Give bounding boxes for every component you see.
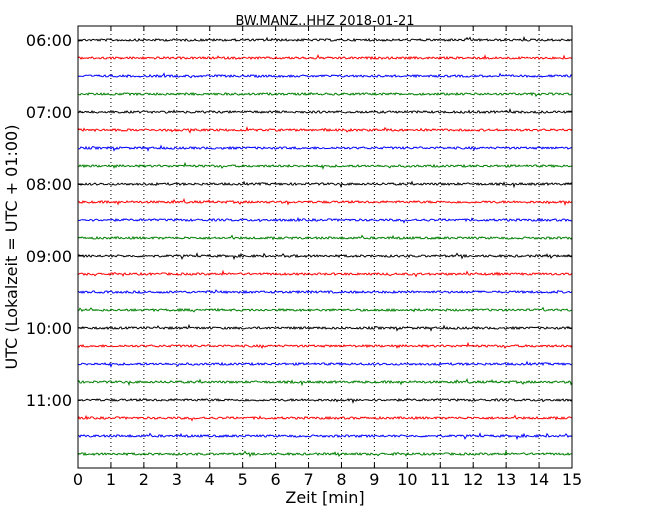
x-tick-label: 10 [397, 470, 417, 489]
trace-0715 [77, 126, 573, 134]
x-tick-label: 7 [303, 470, 313, 489]
trace-1115 [77, 414, 573, 422]
trace-0845 [77, 234, 573, 241]
trace-0615 [77, 54, 573, 61]
x-tick-label: 4 [205, 470, 215, 489]
trace-0800 [77, 180, 573, 189]
x-tick-label: 9 [369, 470, 379, 489]
y-axis-label: UTC (Lokalzeit = UTC + 01:00) [2, 125, 21, 370]
trace-0830 [77, 216, 573, 224]
trace-0700 [77, 107, 573, 115]
x-tick-label: 5 [238, 470, 248, 489]
trace-1145 [77, 449, 573, 458]
trace-0745 [77, 161, 573, 170]
x-tick-label: 14 [529, 470, 549, 489]
trace-0645 [77, 91, 573, 98]
x-tick-label: 11 [430, 470, 450, 489]
chart-title: BW.MANZ..HHZ 2018-01-21 [235, 14, 414, 29]
y-tick-label: 10:00 [26, 319, 72, 338]
y-axis: 06:00 07:00 08:00 09:00 10:00 11:00 [26, 31, 572, 410]
x-tick-label: 15 [562, 470, 582, 489]
seismic-traces [77, 35, 573, 458]
trace-0815 [77, 198, 573, 207]
trace-1030 [77, 360, 573, 368]
trace-0945 [77, 306, 573, 313]
x-axis-label: Zeit [min] [285, 488, 364, 507]
trace-0900 [77, 252, 573, 261]
y-tick-label: 08:00 [26, 175, 72, 194]
trace-0600 [77, 35, 573, 43]
x-tick-label: 8 [336, 470, 346, 489]
y-tick-label: 06:00 [26, 31, 72, 50]
trace-0630 [77, 72, 573, 79]
x-axis: 0 1 2 3 4 5 6 7 8 9 10 11 12 13 14 15 [73, 26, 582, 489]
trace-1130 [77, 432, 573, 441]
x-tick-label: 0 [73, 470, 83, 489]
x-tick-label: 3 [172, 470, 182, 489]
grid-lines [110, 26, 540, 468]
y-tick-label: 11:00 [26, 391, 72, 410]
trace-1015 [77, 341, 573, 349]
trace-0915 [77, 269, 573, 278]
trace-0730 [77, 144, 573, 152]
y-tick-label: 07:00 [26, 103, 72, 122]
trace-1045 [77, 378, 573, 387]
x-tick-label: 6 [271, 470, 281, 489]
x-tick-label: 13 [496, 470, 516, 489]
trace-1100 [77, 397, 573, 405]
y-tick-label: 09:00 [26, 247, 72, 266]
trace-1000 [77, 323, 573, 332]
trace-0930 [77, 289, 573, 295]
x-tick-label: 12 [463, 470, 483, 489]
x-tick-label: 2 [139, 470, 149, 489]
plot-frame [77, 25, 573, 469]
x-tick-label: 1 [106, 470, 116, 489]
